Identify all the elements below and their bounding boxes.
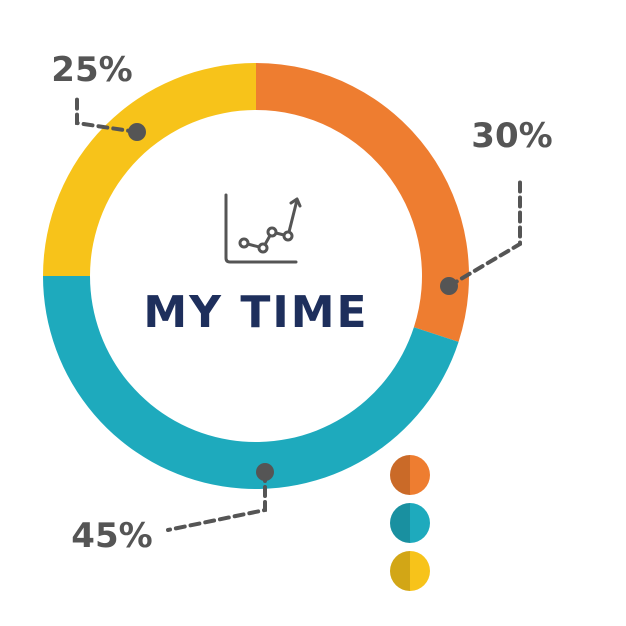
legend-marker-icon (390, 503, 430, 543)
chart-title: MY TIME (143, 287, 368, 338)
leader-dot-45 (256, 463, 274, 481)
slice-label-45: 45% (71, 516, 152, 556)
leader-lines (75, 94, 522, 532)
leader-line-25 (75, 94, 139, 134)
leader-line-45 (166, 470, 267, 532)
legend-marker-icon (390, 551, 430, 591)
leader-line-30 (447, 178, 522, 288)
slice-label-30: 30% (471, 116, 552, 156)
line-chart-icon (224, 193, 302, 264)
leader-dots (128, 123, 458, 481)
legend (390, 455, 430, 591)
donut-ring (43, 63, 469, 490)
donut-slice-25 (43, 63, 256, 276)
donut-slice-45 (43, 276, 459, 490)
legend-marker-icon (390, 455, 430, 495)
leader-dot-25 (128, 123, 146, 141)
leader-dot-30 (440, 277, 458, 295)
slice-label-25: 25% (51, 50, 132, 90)
donut-slice-30 (256, 63, 469, 342)
